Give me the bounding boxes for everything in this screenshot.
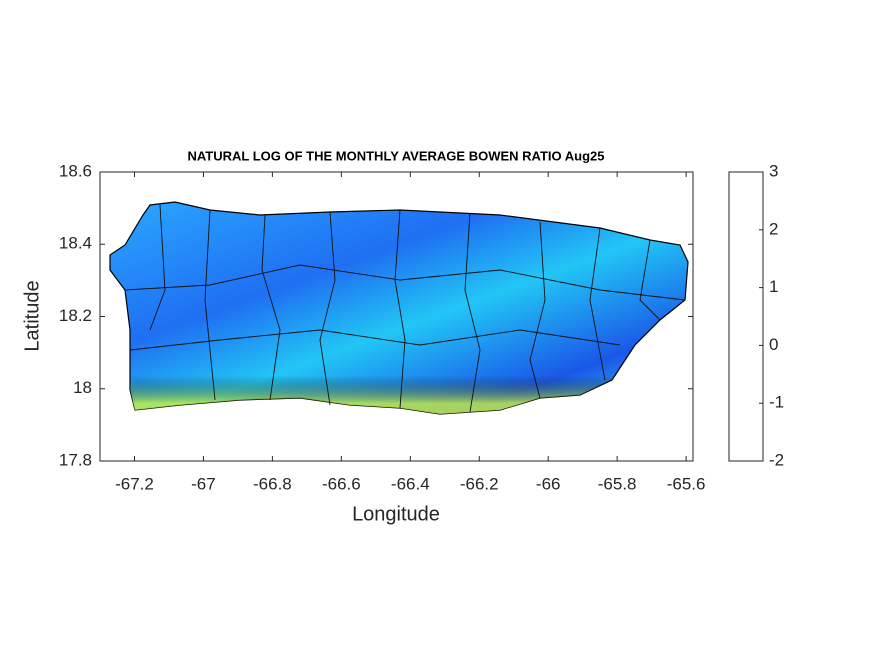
chart-title: NATURAL LOG OF THE MONTHLY AVERAGE BOWEN… bbox=[188, 148, 605, 163]
colorbar-tick-label: -1 bbox=[769, 393, 784, 412]
x-tick-label: -65.8 bbox=[598, 474, 637, 493]
x-tick-label: -66.6 bbox=[322, 474, 361, 493]
x-tick-label: -66.4 bbox=[391, 474, 430, 493]
colorbar-tick-label: 2 bbox=[769, 219, 778, 238]
island-map bbox=[109, 201, 689, 415]
x-tick-label: -65.6 bbox=[667, 474, 706, 493]
municipal-borders bbox=[124, 204, 686, 413]
y-tick-label: 18.6 bbox=[59, 161, 92, 180]
y-tick-label: 18 bbox=[73, 378, 92, 397]
y-tick-label: 17.8 bbox=[59, 450, 92, 469]
colorbar-tick-label: 3 bbox=[769, 161, 778, 180]
x-axis-label: Longitude bbox=[352, 503, 440, 525]
x-tick-label: -67 bbox=[191, 474, 216, 493]
y-tick-label: 18.4 bbox=[59, 234, 92, 253]
colorbar bbox=[728, 171, 764, 462]
x-tick-label: -67.2 bbox=[115, 474, 154, 493]
x-tick-label: -66.8 bbox=[253, 474, 292, 493]
coast-shade bbox=[110, 202, 688, 414]
y-tick-label: 18.2 bbox=[59, 306, 92, 325]
x-tick-label: -66.2 bbox=[460, 474, 499, 493]
x-tick-label: -66 bbox=[536, 474, 561, 493]
colorbar-tick-label: -2 bbox=[769, 450, 784, 469]
y-axis-label: Latitude bbox=[21, 280, 43, 351]
axes: -67.2 -67 -66.8 -66.6 -66.4 -66.2 -66 -65.8 -65.… bbox=[59, 161, 706, 493]
colorbar-tick-label: 0 bbox=[769, 335, 778, 354]
colorbar-tick-label: 1 bbox=[769, 277, 778, 296]
